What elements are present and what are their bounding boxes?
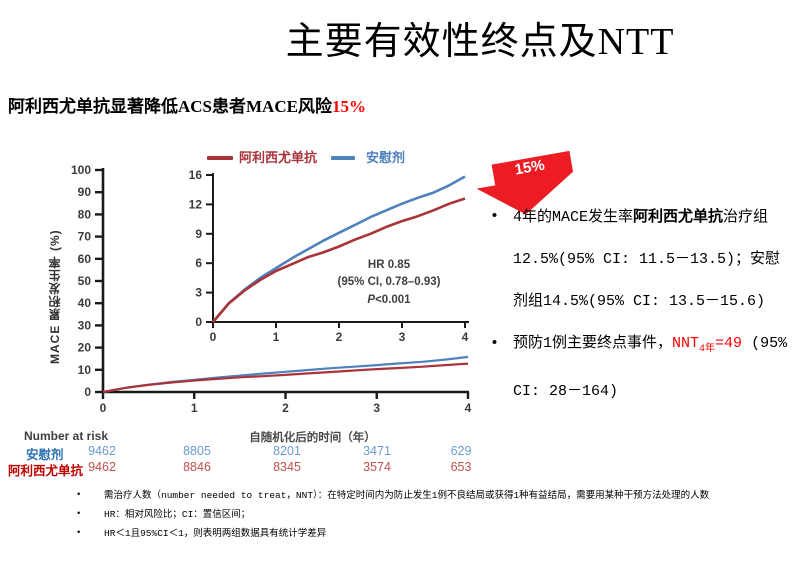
subtitle: 阿利西尤单抗显著降低ACS患者MACE风险15% <box>8 92 366 117</box>
svg-text:70: 70 <box>78 230 92 244</box>
bullet-nnt: 预防1例主要终点事件，NNT4年=49 (95% CI: 28－164) <box>487 323 790 413</box>
hr-value: HR 0.85 <box>367 259 411 271</box>
page-title: 主要有效性终点及NTT <box>285 21 675 63</box>
risk-row-label: 安慰剂 <box>26 448 64 462</box>
svg-text:1: 1 <box>273 330 280 344</box>
risk-row-placebo: 安慰剂 9462 8805 8201 3471 629 <box>0 444 500 462</box>
treatment-curve-main <box>102 362 469 394</box>
x-axis-title: 自随机化后的时间（年） <box>249 432 376 444</box>
svg-text:2: 2 <box>282 401 289 415</box>
risk-value: 8846 <box>183 460 211 474</box>
svg-text:4: 4 <box>465 401 472 415</box>
risk-value: 653 <box>450 460 472 474</box>
svg-text:40: 40 <box>78 296 92 310</box>
svg-text:0: 0 <box>84 385 91 399</box>
legend-placebo-label: 安慰剂 <box>366 150 406 165</box>
legend-placebo-swatch <box>331 156 355 160</box>
svg-text:1: 1 <box>191 401 198 415</box>
footnote-nnt-definition: 需治疗人数（number needed to treat，NNT）：在特定时间内… <box>72 486 788 505</box>
bullet-mace-rates: 4年的MACE发生率阿利西尤单抗治疗组12.5%(95% CI: 11.5－13… <box>487 196 790 323</box>
hr-annotation: HR 0.85 (95% CI, 0.78–0.93) P<0.001 <box>310 257 468 309</box>
legend-treatment-label: 阿利西尤单抗 <box>239 150 318 165</box>
svg-text:80: 80 <box>78 207 92 221</box>
svg-text:60: 60 <box>78 252 92 266</box>
svg-text:90: 90 <box>78 185 92 199</box>
key-findings-list: 4年的MACE发生率阿利西尤单抗治疗组12.5%(95% CI: 11.5－13… <box>487 196 790 413</box>
legend-treatment-swatch <box>207 156 233 160</box>
svg-text:0: 0 <box>210 330 217 344</box>
footnotes: 需治疗人数（number needed to treat，NNT）：在特定时间内… <box>72 486 788 543</box>
svg-text:2: 2 <box>336 330 343 344</box>
svg-text:6: 6 <box>195 256 202 270</box>
svg-text:0: 0 <box>195 315 202 329</box>
hr-ci: (95% CI, 0.78–0.93) <box>337 276 441 289</box>
treatment-curve-inset <box>212 197 466 323</box>
footnote-statistics: HR＜1且95%CI＜1，则表明两组数据具有统计学差异 <box>72 524 788 543</box>
footnote-abbreviations: HR：相对风险比；CI：置信区间； <box>72 505 788 524</box>
svg-text:4: 4 <box>462 330 469 344</box>
svg-text:30: 30 <box>78 318 92 332</box>
subtitle-highlight: 15% <box>331 97 366 116</box>
risk-value: 8201 <box>273 444 301 458</box>
risk-value: 629 <box>450 444 472 458</box>
svg-text:3: 3 <box>373 401 380 415</box>
risk-table-title: Number at risk <box>24 429 109 443</box>
risk-value: 8805 <box>183 444 211 458</box>
svg-text:3: 3 <box>399 330 406 344</box>
risk-value: 9462 <box>88 460 116 474</box>
risk-row-treatment: 阿利西尤单抗 9462 8846 8345 3574 653 <box>0 460 500 478</box>
svg-text:20: 20 <box>78 341 92 355</box>
svg-text:12: 12 <box>189 197 203 211</box>
svg-text:3: 3 <box>195 286 202 300</box>
risk-value: 8345 <box>273 460 301 474</box>
risk-value: 3471 <box>363 444 391 458</box>
placebo-curve-inset <box>212 175 466 323</box>
risk-value: 9462 <box>88 444 116 458</box>
risk-value: 3574 <box>363 460 391 474</box>
svg-text:0: 0 <box>100 401 107 415</box>
risk-row-label: 阿利西尤单抗 <box>8 464 84 478</box>
svg-text:16: 16 <box>189 168 203 182</box>
svg-text:9: 9 <box>195 227 202 241</box>
p-value: P<0.001 <box>367 293 411 306</box>
subtitle-text: 显著降低ACS患者MACE风险 <box>110 97 332 116</box>
svg-text:10: 10 <box>78 363 92 377</box>
svg-text:100: 100 <box>71 163 91 177</box>
svg-text:50: 50 <box>78 274 92 288</box>
subtitle-drug-name: 阿利西尤单抗 <box>8 97 110 116</box>
